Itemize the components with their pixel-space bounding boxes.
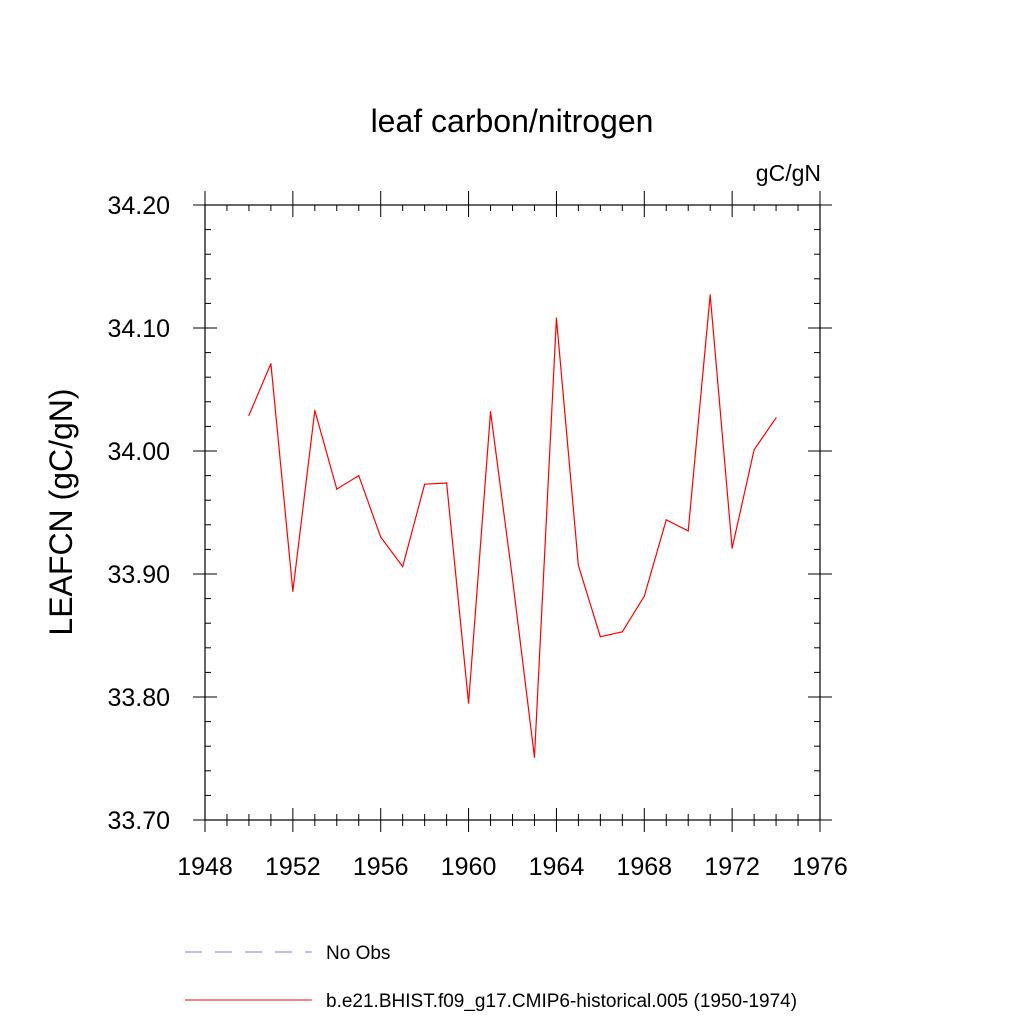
plot-frame [204, 204, 821, 821]
data-point [314, 409, 316, 412]
y-tick-label: 33.70 [107, 807, 170, 835]
data-point [621, 631, 623, 633]
y-axis-label: LEAFCN (gC/gN) [43, 388, 79, 635]
data-point [511, 578, 514, 580]
data-point [292, 590, 294, 592]
data-point [467, 702, 470, 704]
y-tick-label: 34.20 [107, 192, 170, 220]
series-line [248, 294, 777, 758]
data-point [424, 483, 426, 485]
data-point [687, 530, 689, 532]
x-tick-label: 1956 [353, 853, 409, 881]
y-tick-label: 33.90 [107, 561, 170, 589]
x-tick-label: 1960 [441, 853, 497, 881]
x-tick-label: 1976 [792, 853, 848, 881]
data-point [248, 414, 250, 416]
legend-label: No Obs [326, 943, 390, 964]
data-point [555, 317, 558, 319]
data-point [336, 488, 338, 490]
data-point [709, 294, 711, 296]
data-point [577, 564, 579, 566]
x-tick-label: 1964 [529, 853, 585, 881]
data-point [599, 636, 601, 638]
y-tick-label: 34.10 [107, 315, 170, 343]
data-point [446, 482, 448, 484]
data-point [358, 475, 360, 477]
data-point [533, 756, 536, 758]
y-tick-label: 34.00 [107, 438, 170, 466]
data-point [489, 411, 492, 413]
data-point [665, 519, 667, 521]
data-point [753, 449, 755, 451]
legend-label: b.e21.BHIST.f09_g17.CMIP6-historical.005… [326, 991, 797, 1012]
chart-title: leaf carbon/nitrogen [371, 103, 654, 139]
x-tick-label: 1948 [177, 853, 233, 881]
data-point [380, 536, 382, 538]
x-tick-label: 1968 [616, 853, 672, 881]
series-layer [248, 294, 777, 758]
data-point [270, 363, 272, 365]
data-point [643, 595, 645, 597]
axis-ticks [193, 191, 832, 832]
y-tick-label: 33.80 [107, 684, 170, 712]
data-point [775, 417, 777, 419]
legend: No Obs b.e21.BHIST.f09_g17.CMIP6-historic… [185, 943, 797, 1012]
x-tick-label: 1952 [265, 853, 321, 881]
x-tick-label: 1972 [704, 853, 760, 881]
units-label: gC/gN [756, 160, 821, 186]
tick-labels: 1948 1952 1956 1960 1964 1968 1972 1976 33.70 33.… [107, 192, 847, 881]
data-point [731, 547, 733, 549]
data-point [402, 566, 404, 568]
